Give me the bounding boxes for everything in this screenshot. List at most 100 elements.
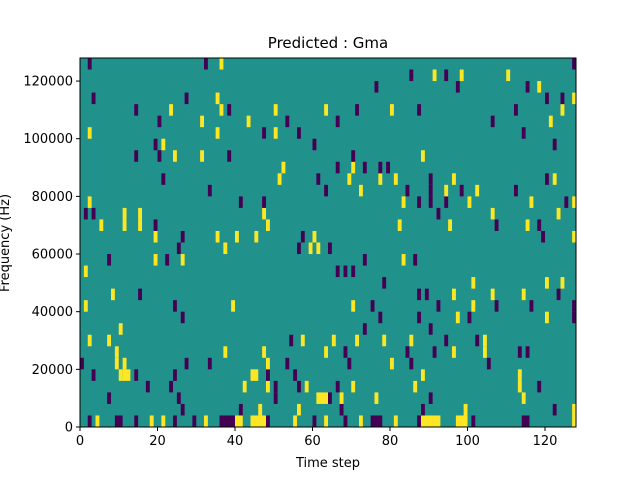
heatmap-cell xyxy=(83,207,88,220)
y-axis: 0 20000 40000 60000 80000 100000 120000 xyxy=(23,75,80,436)
heatmap-cell xyxy=(273,392,278,404)
heatmap-cell xyxy=(343,415,348,427)
heatmap-cell xyxy=(517,380,522,393)
heatmap-cell xyxy=(556,288,561,301)
heatmap-cell xyxy=(134,415,139,427)
heatmap-cell xyxy=(459,69,464,82)
heatmap-cell xyxy=(370,300,375,312)
heatmap-cell xyxy=(444,334,449,347)
heatmap-cell xyxy=(114,357,119,370)
heatmap-cell xyxy=(335,380,340,393)
heatmap-cell xyxy=(378,161,383,174)
heatmap-cell xyxy=(308,242,313,255)
heatmap-cell xyxy=(436,300,441,312)
heatmap-cell xyxy=(293,369,298,381)
heatmap-cell xyxy=(378,311,383,324)
heatmap-cell xyxy=(266,219,270,231)
heatmap-cell xyxy=(436,207,441,220)
heatmap-cell xyxy=(409,357,414,370)
heatmap-cell xyxy=(122,207,127,220)
x-tick-label: 20 xyxy=(149,434,166,449)
heatmap-cell xyxy=(560,277,565,289)
heatmap-cell xyxy=(180,230,185,243)
heatmap-cell xyxy=(362,161,367,174)
heatmap-cell xyxy=(134,104,139,116)
y-axis-label: Frequency (Hz) xyxy=(0,194,13,292)
heatmap-cell xyxy=(401,254,406,266)
heatmap-cell xyxy=(176,242,181,255)
heatmap-cell xyxy=(157,150,162,162)
heatmap-cell xyxy=(134,150,139,162)
heatmap-cell xyxy=(405,184,410,197)
heatmap-cell xyxy=(339,392,344,404)
x-tick-label: 100 xyxy=(455,434,480,449)
heatmap-cell xyxy=(362,254,367,266)
heatmap-cell xyxy=(572,58,577,70)
heatmap-cell xyxy=(347,357,352,370)
heatmap-cell xyxy=(471,300,476,312)
heatmap-cell xyxy=(176,392,181,404)
heatmap-cell xyxy=(424,288,429,301)
heatmap-cell xyxy=(455,81,460,93)
heatmap-cell xyxy=(285,357,290,370)
y-tick-label: 100000 xyxy=(23,132,73,147)
heatmap-cell xyxy=(444,69,449,82)
heatmap-cell xyxy=(200,115,205,128)
heatmap-cell xyxy=(266,380,270,393)
heatmap-cell xyxy=(382,334,387,347)
heatmap-cell xyxy=(490,115,495,128)
heatmap-cell xyxy=(262,346,267,358)
heatmap-cell xyxy=(444,196,449,208)
heatmap-cell xyxy=(153,138,158,151)
heatmap-cell xyxy=(475,184,480,197)
heatmap-cell xyxy=(312,415,317,427)
heatmap-cell xyxy=(417,288,422,301)
heatmap-cell xyxy=(80,357,84,370)
heatmap-cell xyxy=(266,415,270,427)
heatmap-cell xyxy=(169,380,174,393)
heatmap-cell xyxy=(153,254,158,266)
heatmap-cell xyxy=(312,138,317,151)
y-tick-label: 80000 xyxy=(32,190,73,205)
heatmap-cell xyxy=(219,104,224,116)
heatmap-cell xyxy=(393,173,398,185)
heatmap-cell xyxy=(324,184,329,197)
heatmap-cell xyxy=(560,92,565,105)
heatmap-cell xyxy=(87,334,92,347)
heatmap-cell xyxy=(118,323,123,335)
heatmap-cell xyxy=(444,184,449,197)
heatmap-cell xyxy=(572,92,577,105)
heatmap-cell xyxy=(328,392,332,404)
heatmap-cell xyxy=(107,334,112,347)
heatmap-cell xyxy=(83,300,88,312)
heatmap-cell xyxy=(122,357,127,370)
heatmap-cell xyxy=(118,369,123,381)
heatmap-cell xyxy=(138,219,143,231)
heatmap-cell xyxy=(374,81,379,93)
heatmap-cell xyxy=(343,346,348,358)
heatmap-cell xyxy=(397,219,402,231)
heatmap-cell xyxy=(471,277,476,289)
heatmap-cell xyxy=(312,230,317,243)
heatmap-cell xyxy=(173,369,177,381)
plot-area xyxy=(79,57,577,428)
heatmap-cell xyxy=(351,150,356,162)
heatmap-cell xyxy=(467,311,472,324)
heatmap-cell xyxy=(467,196,472,208)
chart-title: Predicted : Gma xyxy=(268,34,388,52)
heatmap-cell xyxy=(560,104,565,116)
heatmap-cell xyxy=(207,357,212,370)
heatmap-cell xyxy=(87,196,92,208)
heatmap-cell xyxy=(421,369,425,381)
heatmap-cell xyxy=(339,403,344,416)
heatmap-cell xyxy=(281,161,286,174)
heatmap-cell xyxy=(138,207,143,220)
heatmap-cell xyxy=(238,196,243,208)
heatmap-cell xyxy=(324,415,329,427)
heatmap-cell xyxy=(145,380,150,393)
heatmap-cell xyxy=(386,161,391,174)
heatmap-cell xyxy=(219,58,224,70)
heatmap-cell xyxy=(297,242,301,255)
heatmap-cell xyxy=(490,207,495,220)
heatmap-cell xyxy=(405,346,410,358)
